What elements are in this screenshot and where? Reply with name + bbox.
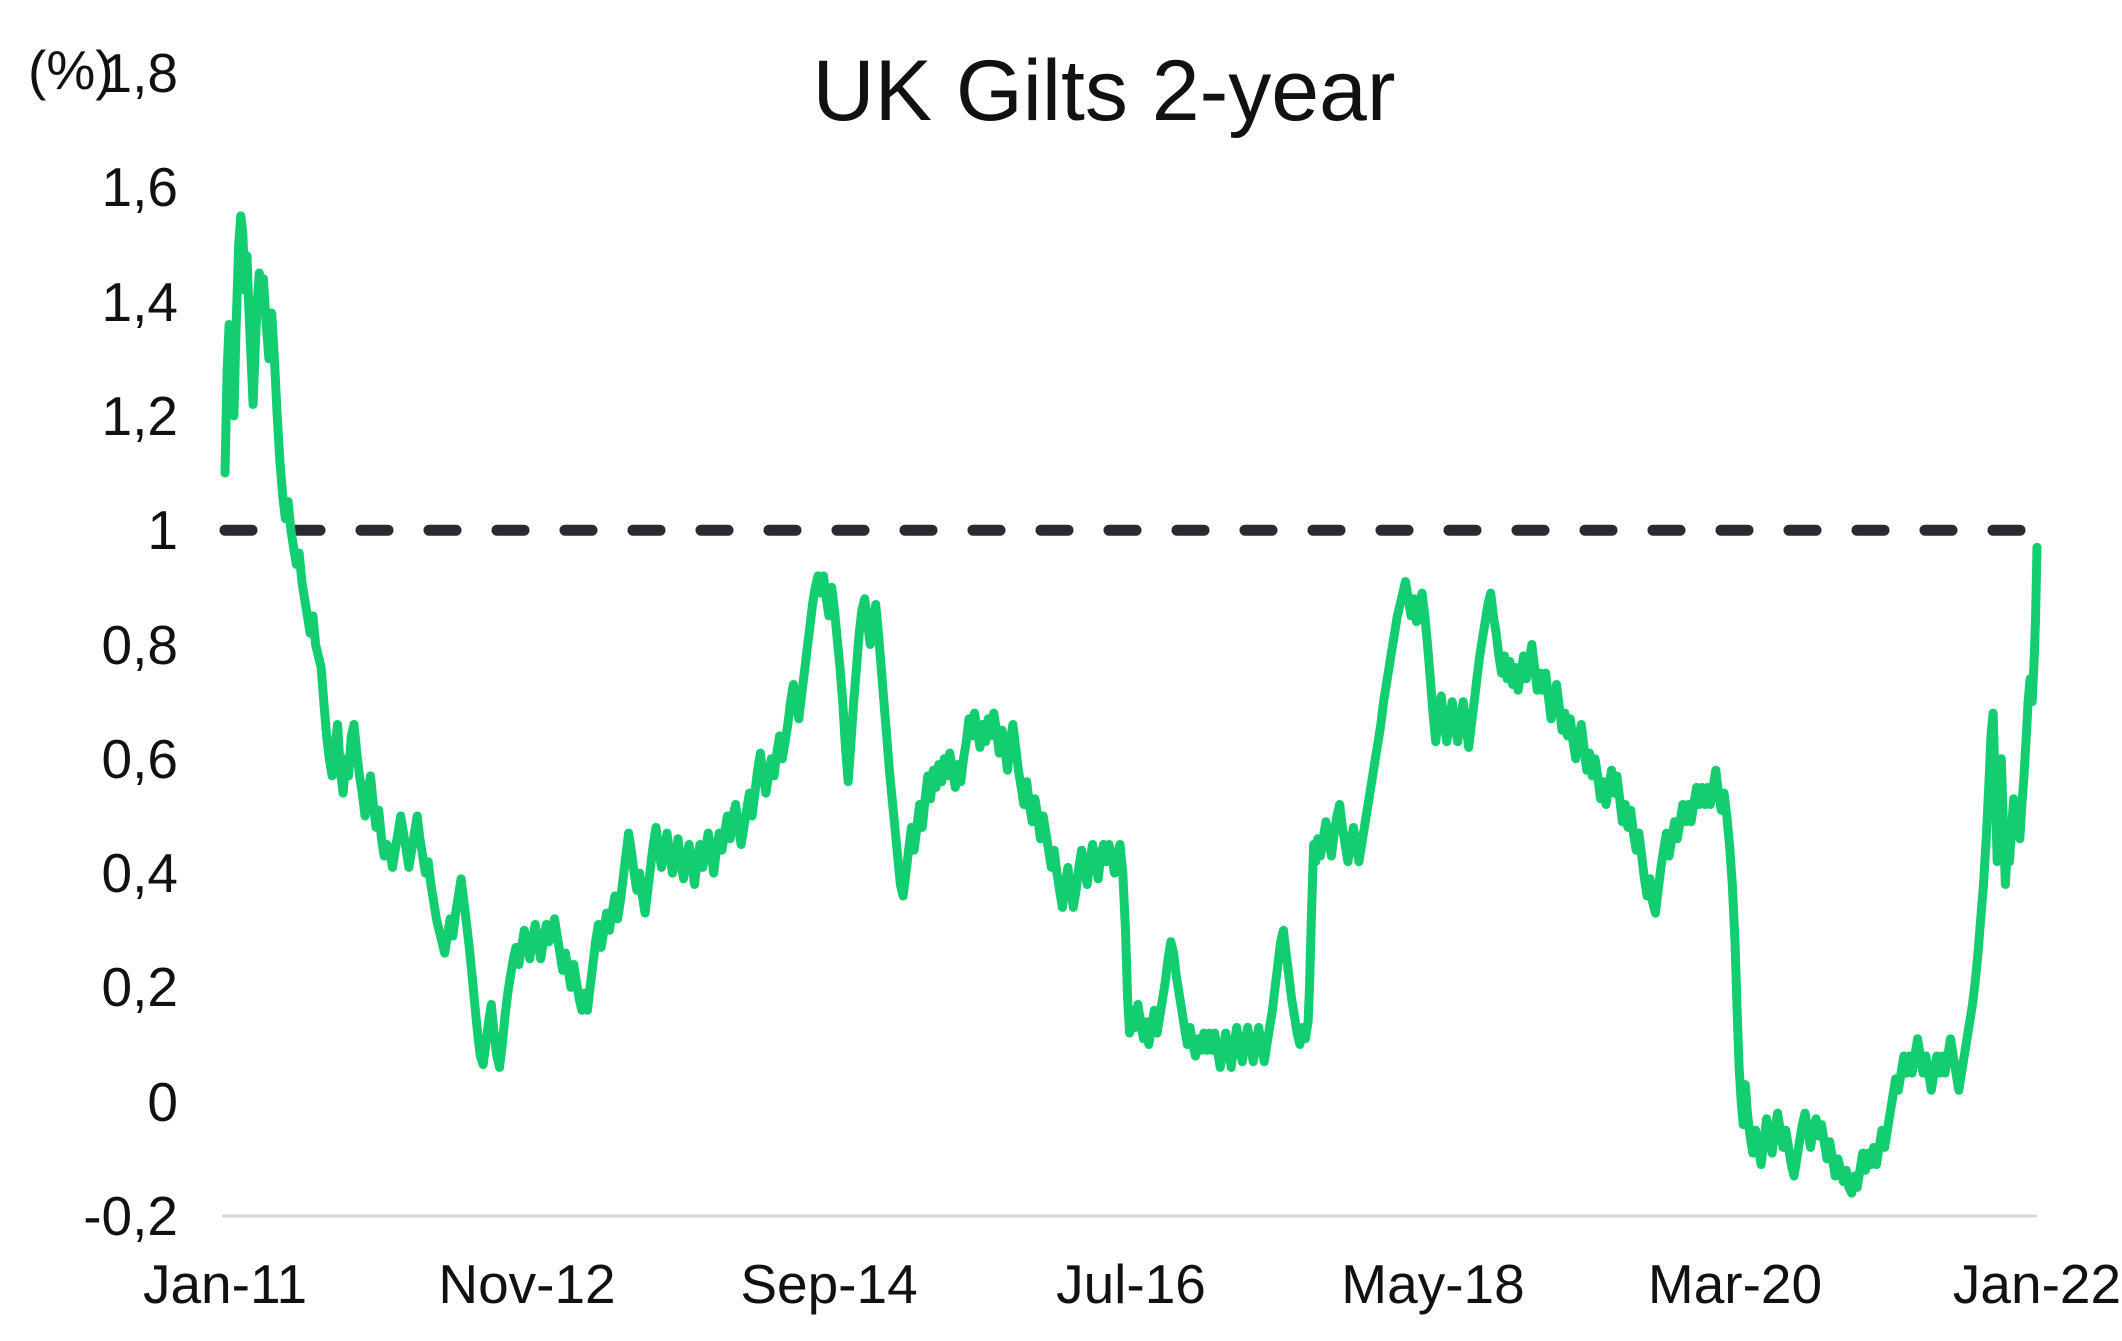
y-tick-label: 1,2 <box>101 384 178 447</box>
x-tick-label: May-18 <box>1341 1253 1525 1315</box>
y-tick-label: 0,2 <box>101 956 178 1019</box>
y-tick-label: 0,4 <box>101 842 178 905</box>
x-tick-label: Jan-22 <box>1952 1253 2122 1315</box>
x-tick-label: Jul-16 <box>1056 1253 1206 1315</box>
x-tick-label: Mar-20 <box>1647 1253 1823 1315</box>
y-tick-label: 0,8 <box>101 613 178 676</box>
yield-line <box>220 211 2042 1198</box>
y-tick-label: 1,6 <box>101 156 178 219</box>
y-tick-label: -0,2 <box>83 1185 178 1247</box>
x-tick-label: Nov-12 <box>438 1253 616 1315</box>
y-axis-unit-label: (%) <box>28 39 114 101</box>
y-tick-label: 0,6 <box>101 727 178 790</box>
y-tick-label: 1 <box>147 499 178 562</box>
x-tick-label: Sep-14 <box>740 1253 918 1315</box>
chart-title: UK Gilts 2-year <box>812 43 1396 139</box>
x-tick-label: Jan-11 <box>142 1253 308 1315</box>
y-tick-label: 1,8 <box>101 42 178 104</box>
y-tick-label: 1,4 <box>101 270 178 333</box>
y-tick-label: 0 <box>147 1070 178 1133</box>
